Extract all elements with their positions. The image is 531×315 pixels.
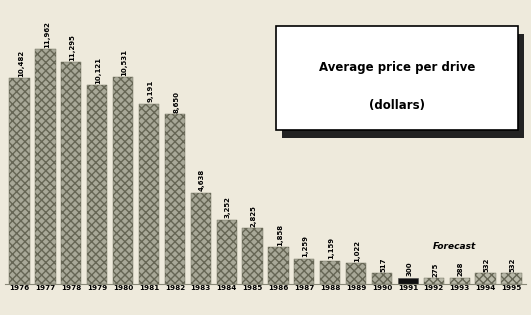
Bar (320, 261, 340, 284)
Text: 1,159: 1,159 (329, 237, 335, 259)
Text: 517: 517 (380, 257, 386, 272)
Bar (424, 278, 444, 284)
Bar (294, 259, 314, 284)
Text: 11,295: 11,295 (70, 34, 75, 61)
Text: Forecast: Forecast (433, 242, 476, 251)
Text: 10,121: 10,121 (96, 57, 101, 84)
Text: 9,191: 9,191 (147, 80, 153, 102)
Bar (372, 273, 392, 284)
Text: Average price per drive: Average price per drive (319, 60, 475, 73)
Bar (113, 77, 133, 284)
Bar (475, 273, 495, 284)
Text: (dollars): (dollars) (369, 99, 425, 112)
Text: 1,022: 1,022 (354, 240, 361, 262)
Text: 275: 275 (432, 262, 438, 277)
Text: 532: 532 (510, 257, 516, 272)
Bar (268, 247, 288, 284)
FancyBboxPatch shape (276, 26, 518, 130)
Text: 1,259: 1,259 (303, 235, 309, 257)
Bar (139, 104, 159, 284)
Bar (36, 49, 56, 284)
Text: 300: 300 (406, 261, 412, 276)
Bar (346, 263, 366, 284)
Bar (165, 114, 185, 284)
Text: 288: 288 (458, 262, 464, 276)
Bar (398, 278, 418, 284)
Text: 10,531: 10,531 (122, 49, 127, 76)
Bar (87, 85, 107, 284)
Bar (10, 78, 30, 284)
Bar (450, 278, 470, 284)
Text: 11,962: 11,962 (44, 21, 50, 48)
Text: 2,825: 2,825 (251, 205, 257, 226)
Text: 1,858: 1,858 (277, 223, 282, 246)
Bar (217, 220, 237, 284)
FancyBboxPatch shape (282, 34, 524, 138)
Bar (243, 228, 263, 284)
Text: 3,252: 3,252 (225, 196, 231, 218)
Bar (191, 193, 211, 284)
Text: 4,638: 4,638 (199, 169, 205, 191)
Bar (61, 62, 81, 284)
Text: 8,650: 8,650 (173, 91, 179, 112)
Bar (501, 273, 521, 284)
Text: 532: 532 (484, 257, 490, 272)
Text: 10,482: 10,482 (18, 50, 24, 77)
